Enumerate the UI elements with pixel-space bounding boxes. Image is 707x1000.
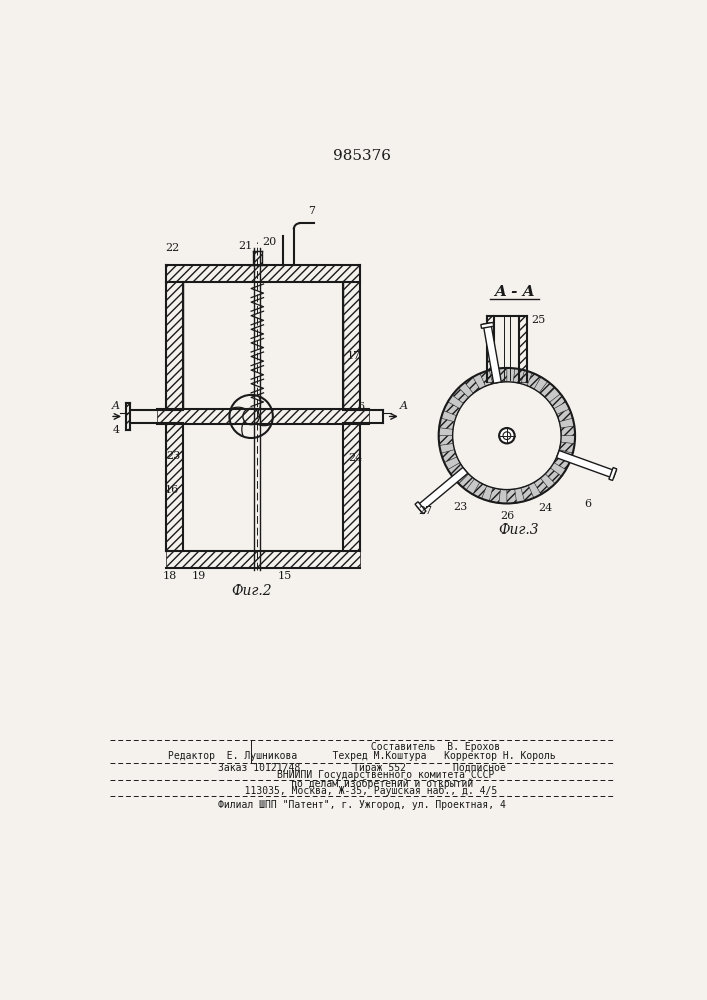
Text: Филиал ШПП "Патент", г. Ужгород, ул. Проектная, 4: Филиал ШПП "Патент", г. Ужгород, ул. Про… xyxy=(218,800,506,810)
Text: 23: 23 xyxy=(453,502,467,512)
Text: ВНИИПИ Государственного комитета СССР: ВНИИПИ Государственного комитета СССР xyxy=(230,770,494,780)
Polygon shape xyxy=(609,468,617,480)
Circle shape xyxy=(499,428,515,443)
Text: Заказ 10121/48         Тираж 552        Подписное: Заказ 10121/48 Тираж 552 Подписное xyxy=(218,763,506,773)
Bar xyxy=(252,251,262,265)
Text: Редактор  Е. Лушникова      Техред М.Коштура   Корректор Н. Король: Редактор Е. Лушникова Техред М.Коштура К… xyxy=(168,751,556,761)
Text: 15: 15 xyxy=(277,571,291,581)
Text: 24: 24 xyxy=(539,503,553,513)
Text: 17: 17 xyxy=(346,351,361,361)
Text: 25: 25 xyxy=(531,315,545,325)
Text: 6: 6 xyxy=(358,402,365,412)
Polygon shape xyxy=(481,322,493,328)
Text: 22: 22 xyxy=(165,243,179,253)
Text: 24: 24 xyxy=(349,453,363,463)
Text: 113035, Москва, Ж-35, Раушская наб., д. 4/5: 113035, Москва, Ж-35, Раушская наб., д. … xyxy=(227,786,497,796)
Bar xyxy=(343,424,360,551)
Text: Составитель  В. Ерохов: Составитель В. Ерохов xyxy=(224,742,500,752)
Bar xyxy=(156,409,369,424)
Bar xyxy=(519,316,527,382)
Bar xyxy=(166,424,183,551)
Text: 20: 20 xyxy=(262,237,277,247)
Text: A: A xyxy=(112,401,120,411)
Polygon shape xyxy=(438,368,575,503)
Bar xyxy=(126,403,130,430)
Bar xyxy=(166,551,360,568)
Bar xyxy=(486,316,494,382)
Text: A - A: A - A xyxy=(494,285,535,299)
Bar xyxy=(166,265,360,282)
Text: 19: 19 xyxy=(192,571,206,581)
Text: 21: 21 xyxy=(238,241,252,251)
Polygon shape xyxy=(483,323,501,383)
Text: 6: 6 xyxy=(585,499,592,509)
Text: по делам изобретений и открытий: по делам изобретений и открытий xyxy=(250,779,474,789)
Text: Фиг.2: Фиг.2 xyxy=(230,584,271,598)
Text: 26: 26 xyxy=(500,511,514,521)
Bar xyxy=(166,282,183,409)
Text: 985376: 985376 xyxy=(333,149,391,163)
Text: 16: 16 xyxy=(165,485,179,495)
Text: 4: 4 xyxy=(112,425,120,435)
Text: Фиг.3: Фиг.3 xyxy=(498,523,539,537)
Polygon shape xyxy=(415,502,426,514)
Bar xyxy=(343,282,360,409)
Text: 7: 7 xyxy=(308,206,315,216)
Text: 18: 18 xyxy=(163,571,177,581)
Polygon shape xyxy=(556,451,616,478)
Text: 23: 23 xyxy=(167,451,181,461)
Text: A: A xyxy=(399,401,408,411)
Text: 27: 27 xyxy=(419,506,433,516)
Polygon shape xyxy=(416,467,468,512)
